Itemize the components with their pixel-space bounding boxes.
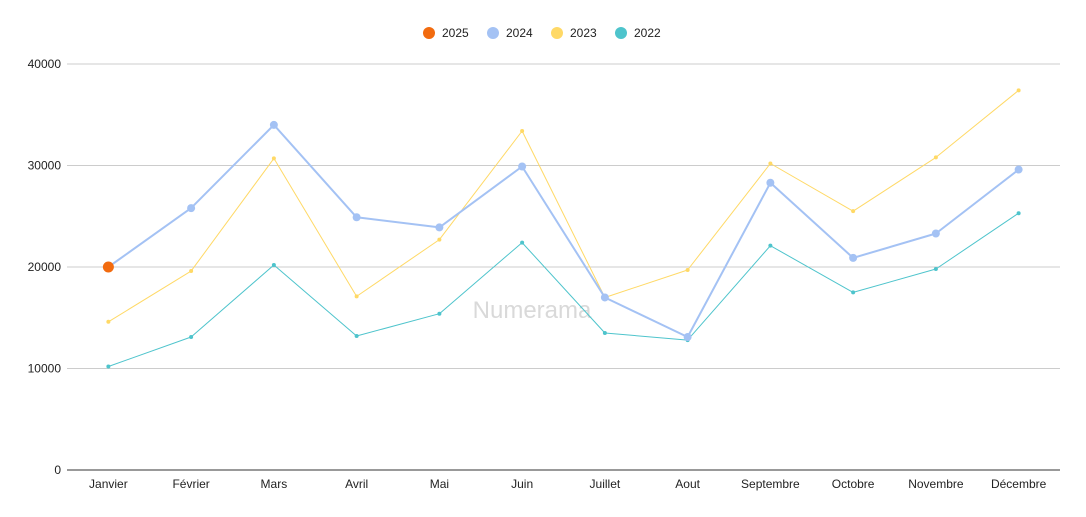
legend-label: 2025 bbox=[442, 26, 469, 40]
y-tick-label: 20000 bbox=[28, 260, 62, 274]
legend-label: 2024 bbox=[506, 26, 533, 40]
y-tick-label: 30000 bbox=[28, 159, 62, 173]
data-point-2024 bbox=[931, 229, 940, 238]
data-point-2022 bbox=[851, 290, 856, 295]
data-point-2023 bbox=[437, 237, 442, 242]
data-point-2025 bbox=[102, 261, 114, 273]
legend-item-2023[interactable]: 2023 bbox=[551, 26, 597, 40]
series-line-2022 bbox=[108, 212, 1019, 367]
data-point-2022 bbox=[602, 330, 607, 335]
data-point-2022 bbox=[354, 334, 359, 339]
x-tick-label: Aout bbox=[675, 477, 700, 491]
legend-swatch bbox=[487, 27, 499, 39]
data-point-2024 bbox=[600, 293, 609, 302]
axes: 0 10000 20000 30000 40000 Janvier Février Mars A… bbox=[28, 57, 1060, 491]
data-point-2023 bbox=[520, 128, 525, 133]
data-point-2024 bbox=[352, 213, 361, 222]
legend-label: 2022 bbox=[634, 26, 661, 40]
data-point-2024 bbox=[269, 120, 278, 129]
data-point-2022 bbox=[271, 262, 276, 267]
x-tick-label: Décembre bbox=[991, 477, 1047, 491]
x-tick-label: Octobre bbox=[832, 477, 875, 491]
series-2025 bbox=[102, 261, 114, 273]
y-tick-label: 0 bbox=[54, 463, 61, 477]
legend[interactable]: 2025 2024 2023 2022 bbox=[423, 26, 661, 40]
data-point-2022 bbox=[437, 311, 442, 316]
x-tick-label: Mai bbox=[430, 477, 449, 491]
data-point-2023 bbox=[271, 156, 276, 161]
data-point-2022 bbox=[189, 335, 194, 340]
data-point-2022 bbox=[933, 267, 938, 272]
data-point-2022 bbox=[768, 243, 773, 248]
data-point-2022 bbox=[520, 240, 525, 245]
data-point-2024 bbox=[435, 223, 444, 232]
legend-item-2025[interactable]: 2025 bbox=[423, 26, 469, 40]
legend-label: 2023 bbox=[570, 26, 597, 40]
data-point-2023 bbox=[851, 209, 856, 214]
x-tick-label: Mars bbox=[261, 477, 288, 491]
data-point-2023 bbox=[106, 319, 111, 324]
x-tick-label: Février bbox=[172, 477, 209, 491]
series-2022 bbox=[106, 211, 1021, 369]
data-point-2023 bbox=[685, 268, 690, 273]
data-point-2023 bbox=[933, 155, 938, 160]
data-point-2024 bbox=[187, 204, 196, 213]
data-point-2024 bbox=[849, 253, 858, 262]
x-tick-label: Septembre bbox=[741, 477, 800, 491]
data-point-2023 bbox=[189, 269, 194, 274]
legend-item-2024[interactable]: 2024 bbox=[487, 26, 533, 40]
legend-item-2022[interactable]: 2022 bbox=[615, 26, 661, 40]
data-point-2022 bbox=[1016, 211, 1021, 216]
x-tick-label: Janvier bbox=[89, 477, 128, 491]
series-line-2024 bbox=[107, 123, 1020, 338]
data-point-2024 bbox=[1014, 165, 1023, 174]
data-point-2023 bbox=[768, 161, 773, 166]
x-tick-label: Juin bbox=[511, 477, 533, 491]
series-lines bbox=[102, 88, 1023, 369]
legend-swatch bbox=[551, 27, 563, 39]
x-tick-label: Juillet bbox=[590, 477, 621, 491]
legend-swatch bbox=[423, 27, 435, 39]
x-tick-label: Novembre bbox=[908, 477, 964, 491]
legend-swatch bbox=[615, 27, 627, 39]
data-point-2023 bbox=[1016, 88, 1021, 93]
series-line-2023 bbox=[108, 90, 1019, 323]
watermark-text: Numerama bbox=[473, 297, 592, 324]
data-point-2022 bbox=[106, 364, 111, 369]
data-point-2024 bbox=[518, 162, 527, 171]
data-point-2024 bbox=[683, 333, 692, 342]
data-point-2024 bbox=[766, 178, 775, 187]
series-2023 bbox=[106, 88, 1021, 324]
y-tick-label: 10000 bbox=[28, 362, 62, 376]
y-tick-label: 40000 bbox=[28, 57, 62, 71]
data-point-2023 bbox=[354, 294, 359, 299]
x-tick-label: Avril bbox=[345, 477, 368, 491]
